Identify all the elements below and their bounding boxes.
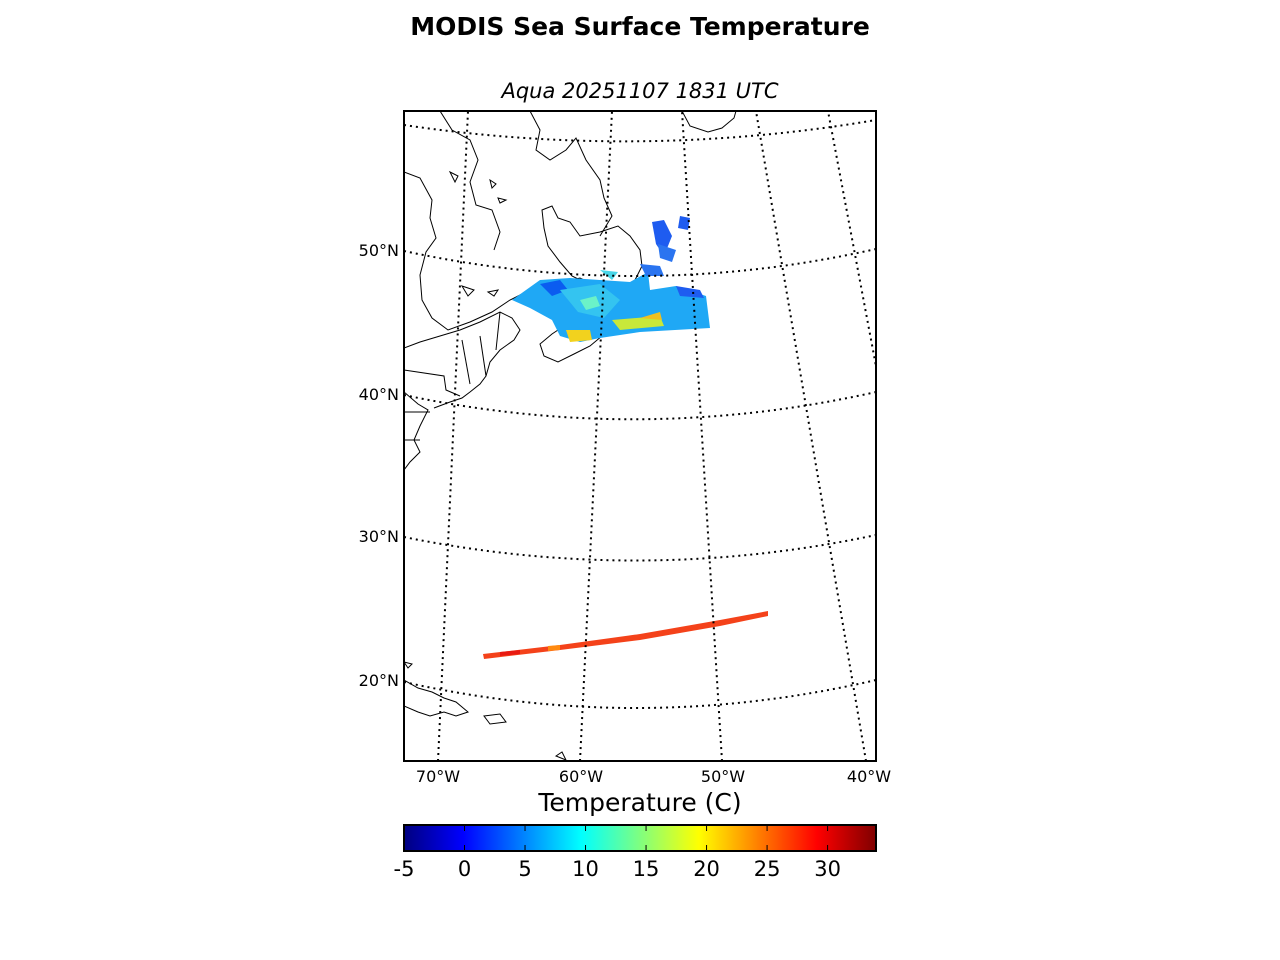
- colorbar-tick-label: 0: [458, 857, 471, 881]
- figure-title: MODIS Sea Surface Temperature: [410, 12, 870, 41]
- colorbar-tick-label: 25: [754, 857, 781, 881]
- lat-labels: 20°N 30°N 40°N 50°N: [359, 241, 399, 690]
- colorbar-bar: [403, 824, 877, 852]
- meridian-70w: [437, 111, 469, 761]
- meridian-50w: [681, 111, 723, 761]
- colorbar-tick-label: 30: [814, 857, 841, 881]
- colorbar-tick-label: 5: [518, 857, 531, 881]
- labrador-north: [439, 111, 501, 251]
- graticule: [404, 111, 876, 761]
- colorbar-tick-label: -5: [394, 857, 415, 881]
- lat-label-30n: 30°N: [359, 527, 399, 546]
- colorbar-tick-label: 15: [633, 857, 660, 881]
- lon-label-60w: 60°W: [559, 767, 603, 786]
- map-subtitle: Aqua 20251107 1831 UTC: [501, 79, 779, 103]
- lon-labels: 70°W 60°W 50°W 40°W: [416, 767, 891, 786]
- colorbar-tick-label: 20: [693, 857, 720, 881]
- sst-swath-north: [512, 216, 710, 342]
- colorbar-tick-label: 10: [572, 857, 599, 881]
- map-area: [404, 111, 876, 761]
- mid-atlantic-coast: [404, 391, 429, 471]
- lat-label-40n: 40°N: [359, 385, 399, 404]
- lat-label-20n: 20°N: [359, 671, 399, 690]
- lon-label-40w: 40°W: [847, 767, 891, 786]
- newfoundland: [541, 205, 643, 305]
- map-frame: [403, 110, 877, 762]
- lon-label-70w: 70°W: [416, 767, 460, 786]
- lat-label-50n: 50°N: [359, 241, 399, 260]
- colorbar: Temperature (C) -5 0 5 10 15 20 25 30: [394, 788, 877, 881]
- caribbean-islands: [404, 679, 470, 717]
- sst-swath-south: [483, 611, 768, 659]
- meridian-30w: [827, 111, 876, 372]
- parallel-30n: [404, 534, 876, 562]
- lon-label-50w: 50°W: [701, 767, 745, 786]
- parallel-60n: [404, 119, 876, 143]
- colorbar-ticks: -5 0 5 10 15 20 25 30: [394, 825, 841, 881]
- colorbar-label: Temperature (C): [537, 788, 741, 817]
- coastlines: [404, 111, 737, 761]
- meridian-60w: [579, 111, 613, 761]
- new-england-coast: [404, 311, 521, 409]
- meridian-40w: [755, 111, 867, 761]
